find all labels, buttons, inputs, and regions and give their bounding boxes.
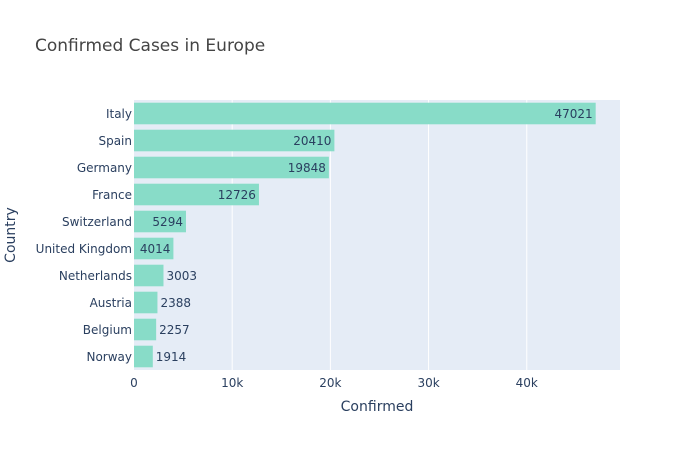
bar bbox=[134, 265, 163, 287]
y-tick-label: Belgium bbox=[83, 323, 132, 337]
data-label: 1914 bbox=[156, 350, 187, 364]
y-tick-label: France bbox=[92, 188, 132, 202]
data-label: 20410 bbox=[293, 134, 331, 148]
x-axis-label: Confirmed bbox=[341, 399, 414, 415]
data-label: 3003 bbox=[166, 269, 197, 283]
data-label: 4014 bbox=[140, 242, 171, 256]
x-tick-label: 0 bbox=[130, 376, 138, 390]
y-tick-label: Switzerland bbox=[62, 215, 132, 229]
x-tick-label: 20k bbox=[319, 376, 341, 390]
chart-title: Confirmed Cases in Europe bbox=[35, 36, 265, 56]
data-label: 19848 bbox=[288, 161, 326, 175]
y-axis-label: Country bbox=[3, 207, 19, 263]
bar bbox=[134, 346, 153, 368]
bar bbox=[134, 292, 157, 314]
y-tick-label: United Kingdom bbox=[36, 242, 132, 256]
y-tick-label: Italy bbox=[106, 107, 132, 121]
y-tick-label: Germany bbox=[77, 161, 132, 175]
y-tick-label: Austria bbox=[90, 296, 132, 310]
bar bbox=[134, 319, 156, 341]
y-tick-label: Norway bbox=[86, 350, 132, 364]
data-label: 2257 bbox=[159, 323, 190, 337]
y-tick-label: Netherlands bbox=[59, 269, 132, 283]
data-label: 2388 bbox=[160, 296, 191, 310]
bar bbox=[134, 103, 596, 125]
data-label: 12726 bbox=[218, 188, 256, 202]
data-label: 47021 bbox=[555, 107, 593, 121]
x-tick-label: 30k bbox=[417, 376, 439, 390]
y-tick-label: Spain bbox=[98, 134, 132, 148]
x-tick-label: 10k bbox=[221, 376, 243, 390]
x-tick-label: 40k bbox=[516, 376, 538, 390]
data-label: 5294 bbox=[152, 215, 183, 229]
